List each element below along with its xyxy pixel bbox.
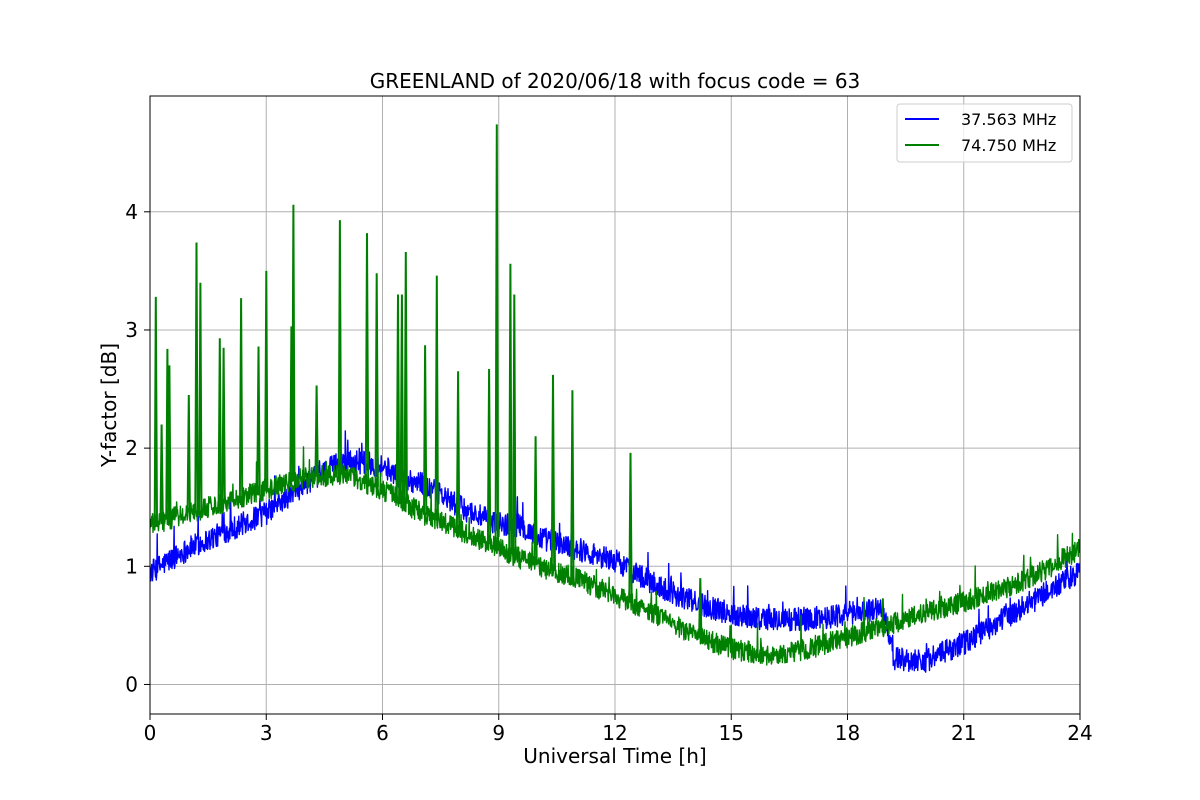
- spike: [289, 326, 294, 482]
- x-tick-label: 24: [1067, 721, 1092, 745]
- y-tick-label: 3: [125, 318, 138, 342]
- legend: 37.563 MHz 74.750 MHz: [896, 103, 1073, 163]
- x-tick-label: 12: [602, 721, 627, 745]
- spike: [314, 385, 319, 477]
- spike: [364, 233, 370, 484]
- spike: [698, 578, 703, 638]
- spike: [221, 347, 226, 503]
- y-tick-label: 2: [125, 436, 138, 460]
- spike: [264, 270, 269, 490]
- spike: [570, 390, 575, 577]
- spike: [198, 282, 203, 510]
- legend-label-2: 74.750 MHz: [961, 136, 1056, 155]
- y-tick-label: 4: [125, 200, 138, 224]
- x-tick-label: 6: [376, 721, 389, 745]
- x-tick-label: 15: [719, 721, 744, 745]
- spike: [337, 220, 342, 475]
- spike: [494, 124, 499, 548]
- spike: [374, 273, 379, 488]
- spike: [486, 368, 492, 545]
- x-tick-label: 9: [492, 721, 505, 745]
- legend-label-1: 37.563 MHz: [961, 110, 1056, 129]
- series-line-2: [150, 446, 1080, 666]
- x-tick-label: 3: [260, 721, 273, 745]
- spike: [550, 374, 556, 572]
- spike: [508, 263, 513, 554]
- x-tick-label: 0: [144, 721, 157, 745]
- x-tick-label: 18: [835, 721, 860, 745]
- spike: [153, 296, 158, 524]
- x-axis-label: Universal Time [h]: [523, 744, 706, 768]
- spike: [217, 338, 222, 504]
- spike: [455, 371, 461, 531]
- spike: [395, 294, 401, 499]
- x-tick-label: 21: [951, 721, 976, 745]
- spike: [167, 365, 172, 520]
- y-tick-label: 1: [125, 554, 138, 578]
- spike: [403, 251, 408, 504]
- grid: [149, 96, 1081, 714]
- spike: [423, 345, 428, 515]
- spike: [399, 294, 404, 502]
- spike: [434, 275, 439, 521]
- spike: [628, 452, 633, 603]
- series-layer: [150, 124, 1080, 673]
- y-tick-label: 0: [125, 672, 138, 696]
- spike: [186, 394, 191, 514]
- y-axis-label: Y-factor [dB]: [97, 343, 121, 468]
- spike: [194, 242, 199, 511]
- spike: [512, 294, 517, 556]
- legend-box: [896, 103, 1073, 163]
- spike: [159, 424, 164, 522]
- spike: [238, 298, 244, 498]
- chart-title: GREENLAND of 2020/06/18 with focus code …: [370, 69, 861, 93]
- spike: [533, 436, 538, 566]
- spike: [256, 346, 261, 492]
